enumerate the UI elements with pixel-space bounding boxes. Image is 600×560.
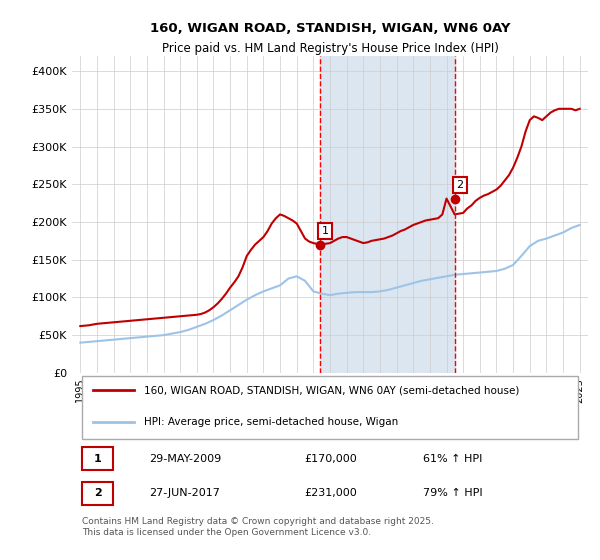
Text: 29-MAY-2009: 29-MAY-2009 xyxy=(149,454,221,464)
FancyBboxPatch shape xyxy=(82,482,113,505)
Text: 27-JUN-2017: 27-JUN-2017 xyxy=(149,488,220,498)
Text: 2: 2 xyxy=(456,180,463,190)
Text: 1: 1 xyxy=(94,454,101,464)
Text: Price paid vs. HM Land Registry's House Price Index (HPI): Price paid vs. HM Land Registry's House … xyxy=(161,42,499,55)
FancyBboxPatch shape xyxy=(82,447,113,470)
FancyBboxPatch shape xyxy=(82,376,578,439)
Bar xyxy=(320,56,455,373)
Text: 1: 1 xyxy=(322,226,329,236)
Text: £231,000: £231,000 xyxy=(304,488,357,498)
Text: 2: 2 xyxy=(94,488,101,498)
Text: 61% ↑ HPI: 61% ↑ HPI xyxy=(423,454,482,464)
Text: 160, WIGAN ROAD, STANDISH, WIGAN, WN6 0AY (semi-detached house): 160, WIGAN ROAD, STANDISH, WIGAN, WN6 0A… xyxy=(144,385,520,395)
Text: HPI: Average price, semi-detached house, Wigan: HPI: Average price, semi-detached house,… xyxy=(144,417,398,427)
Text: 79% ↑ HPI: 79% ↑ HPI xyxy=(423,488,482,498)
Text: 160, WIGAN ROAD, STANDISH, WIGAN, WN6 0AY: 160, WIGAN ROAD, STANDISH, WIGAN, WN6 0A… xyxy=(150,22,510,35)
Text: £170,000: £170,000 xyxy=(304,454,357,464)
Text: Contains HM Land Registry data © Crown copyright and database right 2025.
This d: Contains HM Land Registry data © Crown c… xyxy=(82,517,434,536)
